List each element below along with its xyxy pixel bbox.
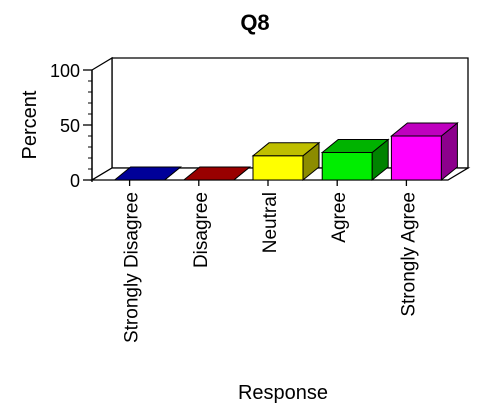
x-category-label: Strongly Agree [398,192,419,317]
bar-top-face [182,166,252,181]
x-category-label: Agree [329,192,350,243]
y-axis-title: Percent [19,90,41,159]
chart-title: Q8 [240,10,269,35]
bar [182,166,252,181]
side-wall [91,56,113,182]
bars [113,121,459,182]
bar-top-face [113,166,183,181]
x-category-label: Neutral [260,192,281,253]
bar-front-face [321,152,373,181]
bar-top-face [251,142,321,157]
y-tick-label: 50 [60,116,80,136]
x-tick-labels: Strongly Disagree Disagree Neutral Agree Str… [122,180,419,343]
x-axis-title: Response [238,382,328,404]
y-axis: 0 50 100 [50,61,93,191]
x-category-label: Strongly Disagree [122,192,143,343]
bar [113,166,183,181]
bar [320,138,390,182]
bar-top-face [389,122,459,137]
x-category-label: Disagree [191,192,212,268]
y-tick-label: 100 [50,61,80,81]
bar-top-face [320,139,390,153]
bar-front-face [252,155,304,181]
bar [389,121,459,182]
y-tick-label: 0 [70,171,80,191]
bar [251,141,321,182]
bar-front-face [390,135,442,181]
